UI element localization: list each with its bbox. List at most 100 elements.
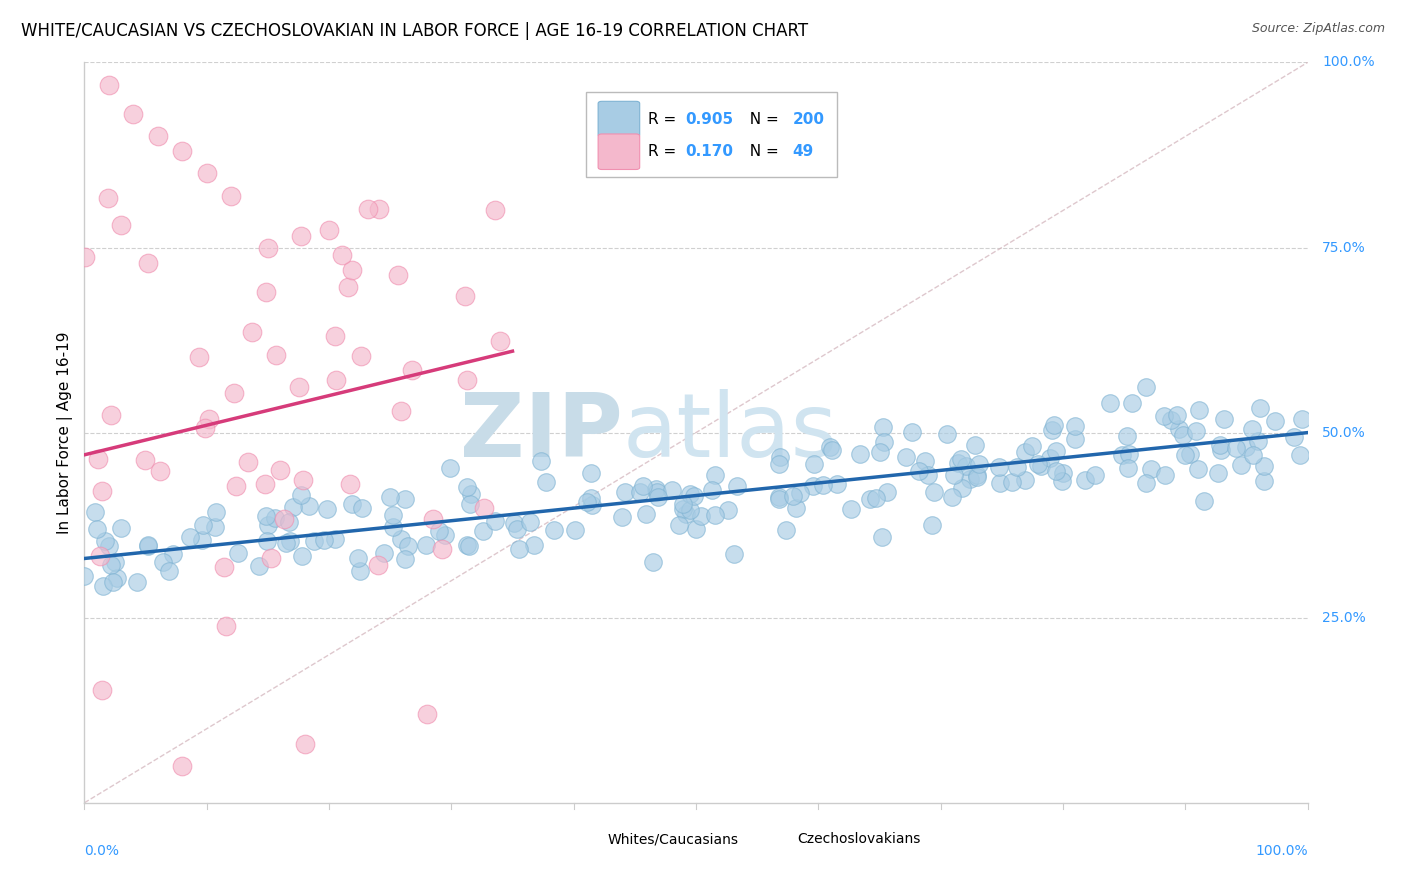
Point xyxy=(89,549,111,563)
Point xyxy=(967,457,990,471)
Text: Whites/Caucasians: Whites/Caucasians xyxy=(607,832,740,847)
Point xyxy=(1185,424,1208,438)
Point xyxy=(768,491,790,506)
Text: 100.0%: 100.0% xyxy=(1322,55,1375,70)
Point xyxy=(389,404,412,418)
Point xyxy=(219,188,242,202)
Point xyxy=(105,571,128,585)
Point xyxy=(1121,396,1143,410)
Point xyxy=(704,508,727,522)
Point xyxy=(579,491,602,505)
Point xyxy=(1211,443,1233,458)
Point xyxy=(394,492,416,507)
Point xyxy=(1052,474,1074,488)
Point xyxy=(1249,401,1271,416)
Point xyxy=(725,479,748,493)
Point xyxy=(260,551,283,566)
Point xyxy=(1160,413,1182,427)
Point xyxy=(172,758,194,772)
Point xyxy=(152,555,174,569)
Point xyxy=(631,479,654,493)
Point xyxy=(859,492,882,507)
Point xyxy=(1284,430,1306,444)
Point xyxy=(917,468,939,483)
Point xyxy=(785,501,807,516)
Point xyxy=(689,509,711,524)
Point xyxy=(1111,448,1133,462)
Point xyxy=(276,536,298,550)
Text: atlas: atlas xyxy=(623,389,838,476)
Point xyxy=(1206,466,1229,480)
Point xyxy=(1209,438,1232,452)
Point xyxy=(1029,458,1052,473)
Point xyxy=(367,202,389,216)
Point xyxy=(91,682,114,697)
Point xyxy=(988,460,1011,475)
Point xyxy=(157,564,180,578)
Text: N =: N = xyxy=(740,112,783,127)
Point xyxy=(97,78,120,92)
Point xyxy=(1153,468,1175,483)
Point xyxy=(769,450,792,464)
Point xyxy=(661,483,683,497)
Text: 50.0%: 50.0% xyxy=(1322,425,1367,440)
Point xyxy=(302,533,325,548)
Point xyxy=(110,521,132,535)
Point xyxy=(100,558,122,572)
Point xyxy=(1253,474,1275,488)
Point xyxy=(641,555,664,569)
Text: R =: R = xyxy=(648,145,682,160)
Point xyxy=(1118,447,1140,461)
Point xyxy=(291,549,314,563)
Text: 0.905: 0.905 xyxy=(685,112,733,127)
Point xyxy=(894,450,917,465)
Point xyxy=(1084,468,1107,483)
Point xyxy=(195,166,218,180)
Point xyxy=(278,515,301,529)
Point xyxy=(1153,409,1175,423)
Point xyxy=(717,502,740,516)
Point xyxy=(679,487,702,501)
Point xyxy=(1099,396,1122,410)
Point xyxy=(668,517,690,532)
Point xyxy=(869,445,891,459)
Point xyxy=(73,250,96,264)
Point xyxy=(283,500,305,514)
Point xyxy=(287,380,309,394)
Point xyxy=(647,490,669,504)
Point xyxy=(179,530,201,544)
Point xyxy=(122,107,145,121)
Point xyxy=(679,503,702,517)
Point xyxy=(430,541,453,556)
Point xyxy=(316,501,339,516)
Point xyxy=(256,533,278,548)
Point xyxy=(645,485,668,500)
Point xyxy=(685,522,707,536)
Point xyxy=(87,451,110,466)
Point xyxy=(1001,475,1024,490)
Point xyxy=(100,408,122,422)
Text: 200: 200 xyxy=(793,112,824,127)
Point xyxy=(503,516,526,530)
Point xyxy=(1229,458,1251,472)
Point xyxy=(675,507,697,521)
Point xyxy=(921,518,943,533)
Point xyxy=(389,533,412,547)
Point xyxy=(936,426,959,441)
Point xyxy=(240,325,263,339)
Text: 100.0%: 100.0% xyxy=(1256,844,1308,857)
Point xyxy=(90,484,112,499)
Point xyxy=(1140,462,1163,476)
Point xyxy=(136,538,159,552)
Point xyxy=(1174,448,1197,462)
Point xyxy=(543,523,565,537)
Point xyxy=(318,223,340,237)
Point xyxy=(1166,408,1188,422)
Point xyxy=(433,528,456,542)
Point xyxy=(965,438,987,452)
Point xyxy=(955,459,977,474)
Point xyxy=(382,519,405,533)
Point xyxy=(943,468,966,483)
Point xyxy=(257,518,280,533)
Point xyxy=(83,505,105,519)
